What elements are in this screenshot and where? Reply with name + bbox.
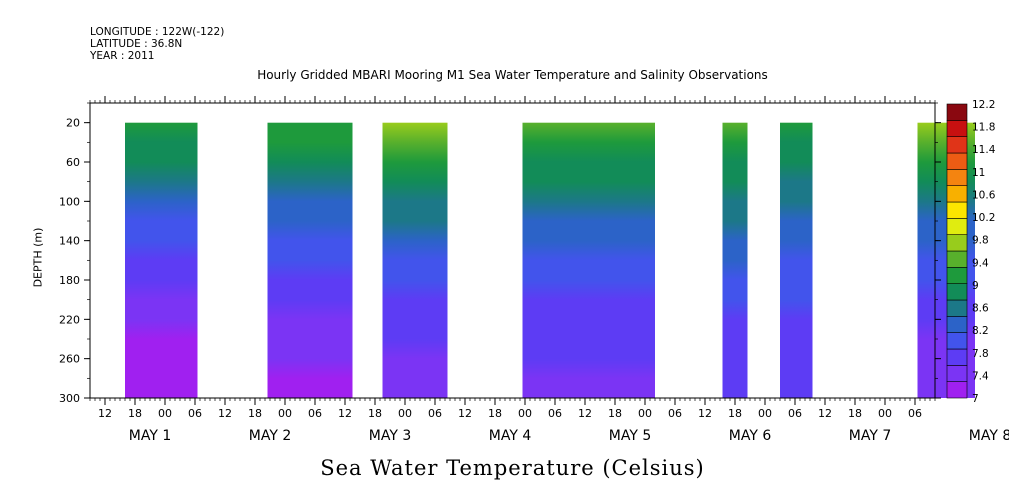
colorbar-swatch — [946, 267, 968, 284]
x-day-label: MAY 2 — [249, 428, 291, 444]
x-tick-label: 06 — [548, 407, 562, 420]
x-tick-label: 12 — [578, 407, 592, 420]
x-tick-label: 12 — [218, 407, 232, 420]
colorbar-label: 7 — [972, 393, 979, 405]
chart-title: Hourly Gridded MBARI Mooring M1 Sea Wate… — [257, 68, 768, 82]
x-tick-label: 00 — [158, 407, 172, 420]
x-tick-label: 18 — [848, 407, 862, 420]
x-tick-label: 12 — [698, 407, 712, 420]
y-tick-label: 140 — [59, 235, 80, 248]
x-tick-label: 18 — [248, 407, 262, 420]
colorbar: 7 7.4 7.8 8.2 8.6 9 9.4 9.8 10.2 10.6 11 11.4 11.8 12… — [946, 99, 996, 405]
colorbar-label: 7.4 — [972, 370, 989, 382]
x-day-label: MAY 3 — [369, 428, 411, 444]
colorbar-label: 9.4 — [972, 257, 989, 269]
colorbar-variable-label: Sea Water Temperature (Celsius) — [320, 456, 705, 480]
x-tick-label: 06 — [908, 407, 922, 420]
x-tick-label: 12 — [458, 407, 472, 420]
axes-layer: 12 18 00 06 12 18 00 06 12 18 00 06 12 18 00 06 12 18 00 06… — [59, 96, 1009, 444]
x-tick-label: 06 — [428, 407, 442, 420]
latitude-label: LATITUDE : 36.8N — [90, 38, 183, 50]
x-tick-label: 12 — [818, 407, 832, 420]
colorbar-swatch — [946, 250, 968, 268]
x-tick-label: 00 — [518, 407, 532, 420]
data-layer — [125, 122, 975, 398]
colorbar-swatch — [946, 348, 968, 366]
colorbar-label: 9.8 — [972, 235, 989, 247]
data-segment — [267, 122, 353, 398]
data-segment — [780, 122, 813, 398]
colorbar-swatch — [946, 169, 968, 186]
x-tick-label: 00 — [398, 407, 412, 420]
x-tick-label: 06 — [188, 407, 202, 420]
y-tick-label: 180 — [59, 274, 80, 287]
x-tick-label: 06 — [788, 407, 802, 420]
y-tick-label: 260 — [59, 353, 80, 366]
y-tick-label: 20 — [66, 117, 80, 130]
colorbar-label: 8.2 — [972, 325, 989, 337]
data-segment — [125, 122, 198, 398]
x-tick-label: 00 — [638, 407, 652, 420]
x-tick-label: 12 — [338, 407, 352, 420]
colorbar-swatch — [946, 316, 968, 333]
colorbar-label: 11 — [972, 167, 985, 179]
y-tick-label: 60 — [66, 156, 80, 169]
colorbar-swatch — [946, 103, 968, 121]
colorbar-label: 10.2 — [972, 212, 995, 224]
colorbar-swatch — [946, 332, 968, 350]
x-day-label: MAY 4 — [489, 428, 532, 444]
x-day-label: MAY 6 — [729, 428, 772, 444]
colorbar-swatch — [946, 234, 968, 252]
colorbar-label: 11.8 — [972, 122, 995, 134]
x-tick-label: 00 — [758, 407, 772, 420]
x-tick-label: 00 — [878, 407, 892, 420]
colorbar-swatch — [946, 283, 968, 301]
x-tick-label: 12 — [98, 407, 112, 420]
x-tick-label: 06 — [308, 407, 322, 420]
colorbar-label: 9 — [972, 280, 979, 292]
year-label: YEAR : 2011 — [90, 50, 155, 62]
colorbar-swatch — [946, 201, 968, 219]
colorbar-swatch — [946, 120, 968, 137]
x-tick-label: 18 — [488, 407, 502, 420]
x-day-label: MAY 1 — [129, 428, 171, 444]
x-day-label: MAY 8 — [969, 428, 1009, 444]
data-segment — [522, 122, 655, 398]
y-tick-label: 100 — [59, 195, 80, 208]
colorbar-label: 8.6 — [972, 303, 989, 315]
x-day-label: MAY 7 — [849, 428, 891, 444]
x-tick-label: 18 — [368, 407, 382, 420]
colorbar-swatch — [946, 381, 968, 399]
colorbar-label: 7.8 — [972, 348, 989, 360]
x-tick-label: 06 — [668, 407, 682, 420]
colorbar-label: 12.2 — [972, 99, 995, 111]
x-tick-label: 00 — [278, 407, 292, 420]
colorbar-label: 10.6 — [972, 190, 996, 202]
colorbar-swatch — [946, 152, 968, 170]
y-tick-label: 300 — [59, 392, 80, 405]
x-tick-label: 18 — [128, 407, 142, 420]
plot-frame — [89, 102, 936, 399]
x-day-label: MAY 5 — [609, 428, 651, 444]
x-tick-label: 18 — [608, 407, 622, 420]
longitude-label: LONGITUDE : 122W(-122) — [90, 26, 225, 38]
colorbar-label: 11.4 — [972, 144, 996, 156]
colorbar-swatch — [946, 365, 968, 382]
data-segment — [382, 122, 448, 398]
colorbar-swatch — [946, 218, 968, 235]
colorbar-swatch — [946, 185, 968, 203]
y-tick-label: 220 — [59, 313, 80, 326]
colorbar-swatch — [946, 299, 968, 317]
x-tick-label: 18 — [728, 407, 742, 420]
colorbar-swatch — [946, 136, 968, 154]
data-segment — [722, 122, 748, 398]
